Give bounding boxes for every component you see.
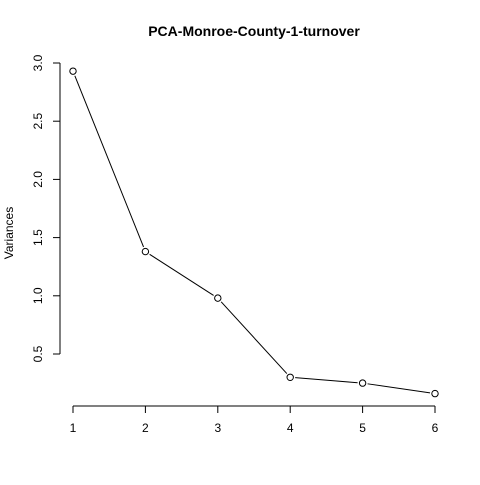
x-tick-label: 5 bbox=[359, 421, 366, 435]
y-tick-label: 3.0 bbox=[31, 54, 45, 71]
data-point bbox=[214, 294, 222, 302]
series-variances bbox=[69, 67, 439, 398]
y-axis: 0.5 1.0 1.5 2.0 2.5 3.0 bbox=[31, 54, 61, 362]
chart-title: PCA-Monroe-County-1-turnover bbox=[148, 23, 360, 39]
data-point bbox=[69, 67, 77, 75]
x-tick-label: 6 bbox=[432, 421, 439, 435]
y-tick-label: 1.0 bbox=[31, 287, 45, 304]
data-point bbox=[358, 379, 367, 387]
y-tick-label: 2.5 bbox=[31, 113, 45, 130]
series-segment bbox=[220, 301, 288, 374]
y-tick-label: 2.0 bbox=[31, 171, 45, 188]
x-tick-label: 2 bbox=[142, 421, 149, 435]
x-tick-label: 1 bbox=[70, 421, 77, 435]
series-segment bbox=[74, 75, 145, 248]
data-point bbox=[141, 247, 150, 256]
series-segment bbox=[367, 383, 431, 394]
y-axis-label: Variances bbox=[2, 207, 16, 259]
x-axis: 1 2 3 4 5 6 bbox=[70, 405, 439, 435]
data-point bbox=[431, 389, 439, 398]
x-tick-label: 4 bbox=[287, 421, 294, 435]
series-segment bbox=[295, 377, 358, 384]
series-segment bbox=[149, 253, 214, 296]
data-point bbox=[286, 373, 294, 381]
y-tick-label: 1.5 bbox=[31, 229, 45, 246]
y-tick-label: 0.5 bbox=[31, 345, 45, 362]
x-tick-label: 3 bbox=[214, 421, 221, 435]
